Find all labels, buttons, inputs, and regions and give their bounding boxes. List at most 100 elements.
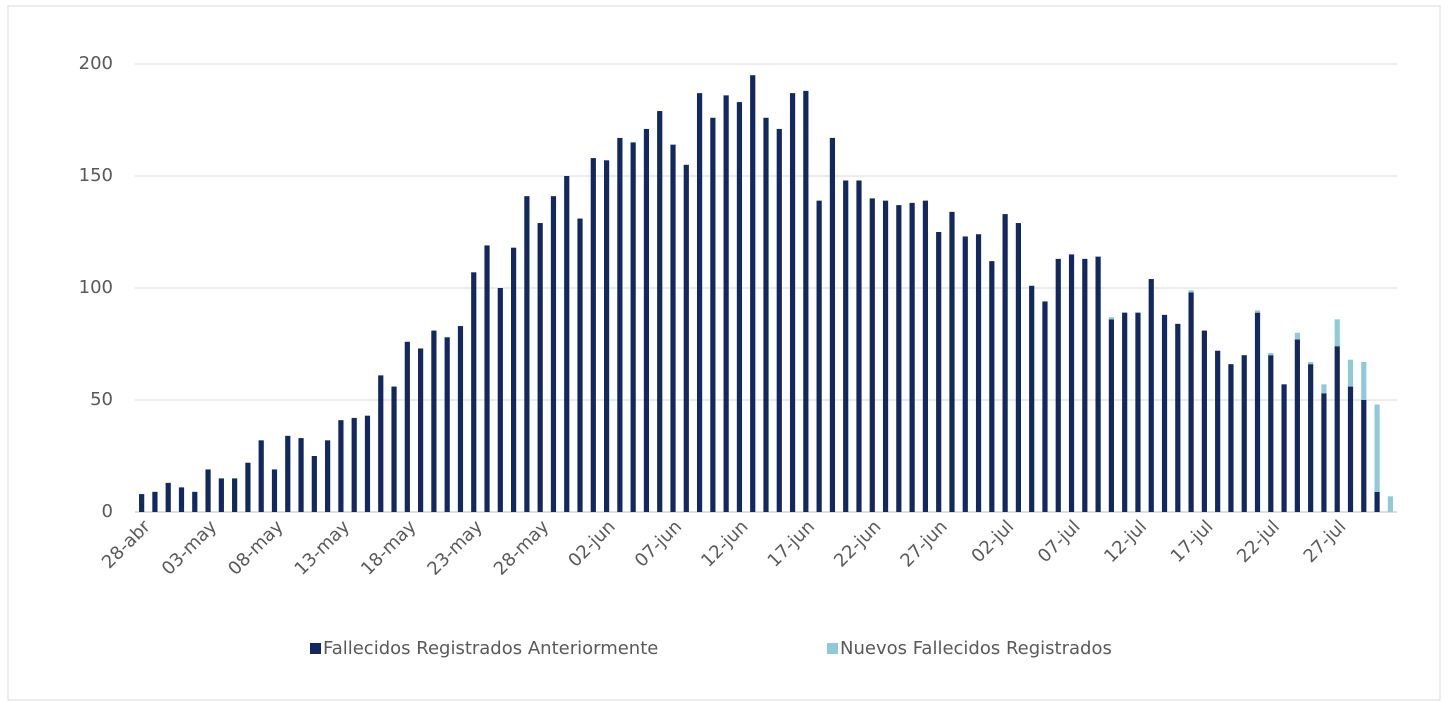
y-tick-label: 150	[79, 165, 113, 186]
bar-segment	[351, 417, 357, 512]
bar-segment	[856, 180, 862, 513]
bar-segment	[896, 205, 902, 512]
bar-segment	[750, 75, 756, 512]
bar-segment	[723, 95, 729, 513]
bar-segment	[192, 491, 198, 512]
bar-segment	[1188, 290, 1194, 293]
bar-segment	[1294, 339, 1300, 512]
bar-segment	[258, 440, 264, 512]
bar-segment	[431, 330, 437, 512]
bar-segment	[789, 93, 796, 513]
bar-segment	[1374, 404, 1380, 492]
bar-segment	[1254, 312, 1261, 512]
bar-segment	[285, 435, 291, 512]
bar-segment	[989, 261, 995, 512]
bar-segment	[869, 198, 875, 512]
bar-segment	[1055, 258, 1061, 512]
bar-segment	[603, 160, 610, 512]
bar-segment	[975, 234, 982, 513]
bar-segment	[271, 469, 278, 512]
y-tick-label: 200	[79, 53, 113, 74]
bar-segment	[550, 196, 557, 512]
bar-segment	[1347, 359, 1354, 387]
bar-segment	[696, 93, 703, 513]
bar-segment	[590, 158, 596, 512]
bar-segment	[670, 144, 676, 512]
bar-segment	[1281, 384, 1287, 512]
bar-segment	[1161, 314, 1168, 512]
bar-segment	[577, 218, 583, 512]
bar-segment	[1095, 256, 1101, 512]
bar-segment	[882, 200, 889, 512]
bar-segment	[497, 288, 503, 512]
bar-segment	[325, 440, 331, 512]
bar-segment	[1361, 400, 1367, 512]
bar-segment	[1201, 330, 1207, 512]
y-tick-label: 100	[79, 277, 113, 298]
bar-segment	[630, 142, 636, 512]
legend-swatch	[310, 643, 321, 654]
bar-segment	[1122, 312, 1128, 512]
legend-label: Nuevos Fallecidos Registrados	[840, 638, 1112, 659]
bar-segment	[1254, 310, 1261, 313]
bar-segment	[1308, 361, 1314, 365]
bar-segment	[1321, 384, 1327, 394]
legend-swatch	[827, 643, 838, 654]
bar-segment	[338, 420, 344, 512]
bar-segment	[1082, 258, 1088, 512]
bar-segment	[1241, 355, 1247, 512]
bar-segment	[1228, 364, 1234, 512]
bar-segment	[1029, 285, 1035, 512]
bar-segment	[178, 487, 185, 512]
bar-segment	[683, 164, 689, 513]
bar-segment	[205, 469, 211, 512]
bar-segment	[232, 478, 238, 512]
bar-segment	[457, 326, 464, 512]
bar-segment	[776, 128, 782, 512]
bar-segment	[617, 137, 623, 513]
bar-segment	[1321, 393, 1327, 512]
bar-segment	[710, 117, 716, 512]
bar-segment	[364, 415, 371, 512]
y-tick-label: 0	[102, 501, 113, 522]
bar-segment	[843, 180, 849, 513]
bar-segment	[165, 482, 171, 512]
bar-segment	[1387, 496, 1393, 512]
bar-segment	[1135, 312, 1141, 512]
bar-segment	[829, 137, 836, 513]
bar-segment	[1108, 319, 1114, 512]
bar-segment	[152, 491, 158, 512]
bar-segment	[803, 90, 809, 512]
bar-segment	[657, 111, 663, 512]
bar-segment	[524, 196, 530, 512]
bar-segment	[763, 117, 769, 512]
bar-segment	[736, 102, 743, 512]
bar-segment	[1188, 292, 1194, 512]
bar-segment	[378, 375, 384, 512]
bar-segment	[816, 200, 822, 512]
bar-segment	[643, 128, 650, 512]
bar-segment	[471, 272, 477, 512]
bar-segment	[418, 348, 424, 512]
bar-segment	[909, 202, 915, 512]
bar-segment	[1015, 223, 1021, 513]
bar-segment	[1215, 350, 1221, 512]
bar-segment	[1308, 364, 1314, 512]
bar-segment	[537, 223, 543, 513]
bar-segment	[1294, 332, 1300, 340]
bar-segment	[444, 337, 450, 512]
bar-segment	[1042, 301, 1048, 512]
bar-segment	[311, 456, 317, 512]
bar-segment	[1268, 355, 1274, 512]
bar-segment	[1002, 214, 1008, 512]
bar-segment	[1374, 491, 1380, 512]
bar-segment	[139, 494, 145, 512]
bar-segment	[484, 245, 490, 512]
y-tick-label: 50	[90, 389, 113, 410]
legend-label: Fallecidos Registrados Anteriormente	[323, 638, 658, 659]
bar-segment	[404, 341, 410, 512]
bar-segment	[1268, 352, 1274, 356]
bar-segment	[1334, 319, 1340, 347]
bar-segment	[564, 176, 570, 512]
